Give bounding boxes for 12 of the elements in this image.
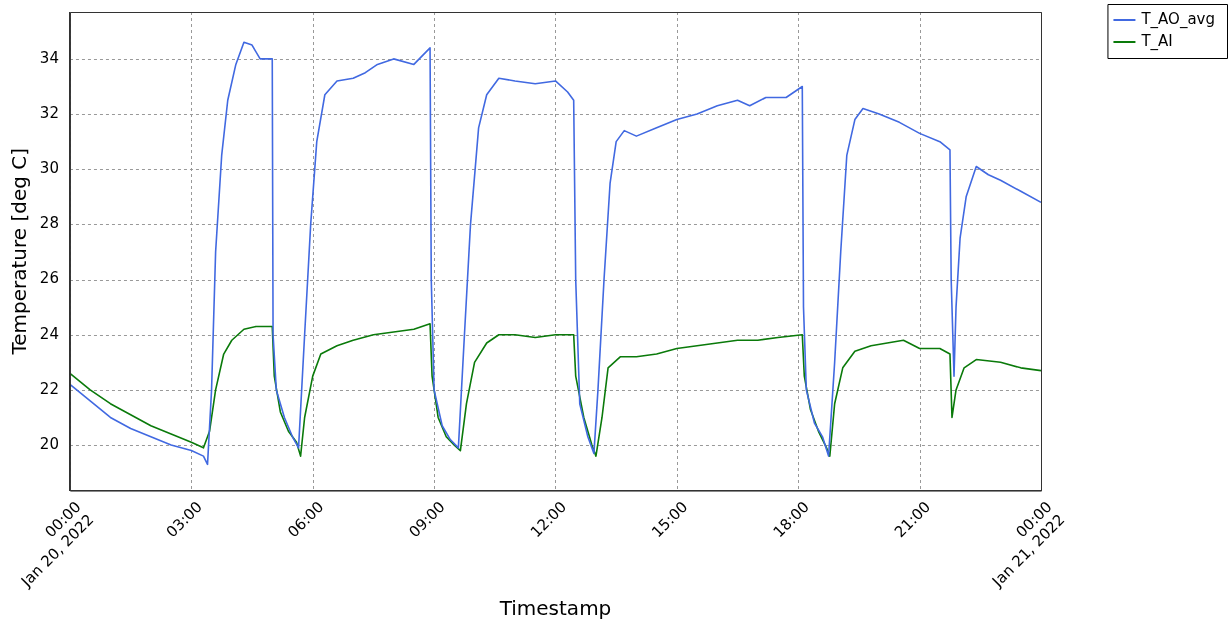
y-tick-label: 24 [39, 324, 59, 343]
y-axis-title: Temperature [deg C] [7, 147, 32, 356]
y-tick-label: 34 [39, 48, 59, 67]
y-tick-label: 20 [39, 434, 59, 453]
y-tick-label: 26 [39, 269, 59, 288]
legend-label: T_AO_avg [1140, 9, 1216, 29]
y-tick-label: 32 [39, 103, 59, 122]
y-tick-label: 30 [39, 159, 59, 178]
legend-label: T_AI [1140, 31, 1173, 51]
y-tick-label: 28 [39, 214, 59, 233]
x-axis-title: Timestamp [498, 596, 612, 621]
y-tick-label: 22 [39, 379, 59, 398]
